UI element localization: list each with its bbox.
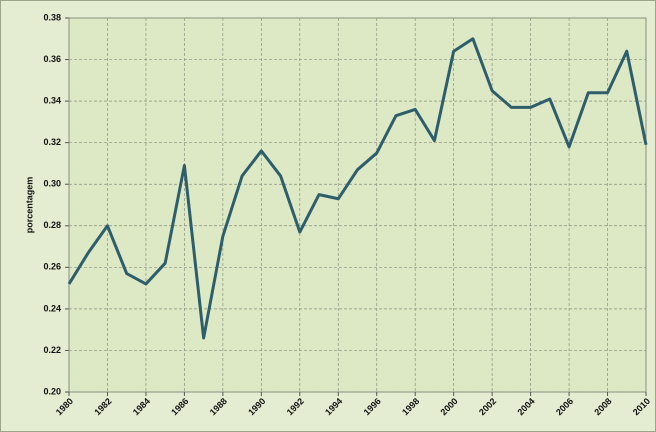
- y-tick-label: 0.38: [43, 12, 61, 22]
- y-tick-label: 0.32: [43, 137, 61, 147]
- y-tick-label: 0.28: [43, 220, 61, 230]
- y-tick-label: 0.36: [43, 54, 61, 64]
- y-tick-label: 0.20: [43, 386, 61, 396]
- plot-area: [68, 17, 647, 393]
- y-tick-label: 0.30: [43, 179, 61, 189]
- y-tick-label: 0.22: [43, 345, 61, 355]
- y-tick-label: 0.34: [43, 95, 61, 105]
- y-tick-label: 0.26: [43, 262, 61, 272]
- y-axis-label: porcentagem: [24, 177, 34, 234]
- data-line: [67, 37, 648, 340]
- y-tick-label: 0.24: [43, 303, 61, 313]
